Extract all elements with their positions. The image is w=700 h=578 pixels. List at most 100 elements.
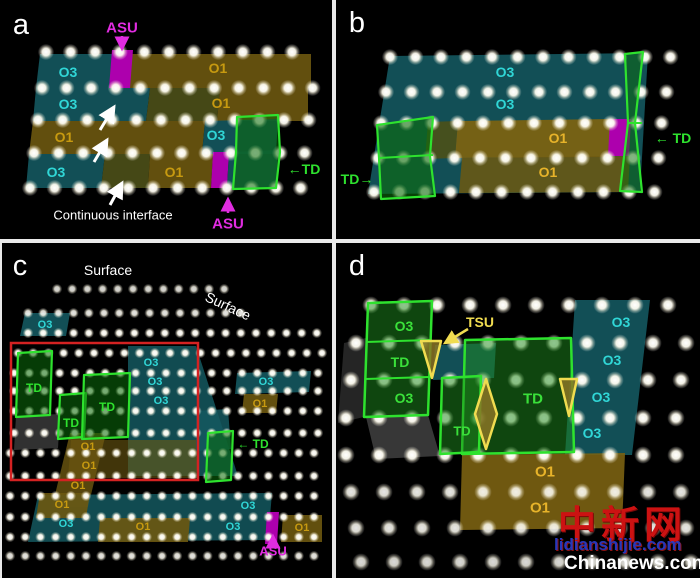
atom-dot (365, 183, 383, 201)
atom-dot (203, 283, 215, 295)
atom-dot (141, 470, 153, 482)
atom-dot (428, 83, 446, 101)
atom-dot (232, 490, 244, 502)
td-pointer-label: TD→ (341, 171, 374, 187)
atom-dot (83, 327, 95, 339)
td-cell (438, 374, 483, 456)
atom-dot (129, 307, 140, 319)
atom-dot (35, 490, 46, 502)
atom-dot (171, 490, 183, 502)
atom-dot (221, 385, 233, 397)
o3-label: O3 (148, 376, 163, 388)
atom-dot (83, 307, 95, 319)
atom-dot (251, 427, 263, 439)
atom-dot (283, 43, 301, 61)
atom-dot (145, 367, 157, 379)
atom-dot (232, 550, 244, 562)
atom-dot (205, 327, 216, 339)
atom-dot (130, 367, 141, 379)
td-label: TD (26, 381, 42, 395)
atom-dot (606, 483, 624, 501)
atom-dot (381, 48, 399, 66)
atom-dot (483, 48, 501, 66)
atom-dot (293, 511, 305, 523)
atom-dot (171, 511, 183, 523)
atom-dot (308, 470, 320, 482)
td-label: TD (523, 391, 543, 408)
panel-letter: b (349, 7, 365, 39)
atom-dot (296, 144, 313, 162)
atom-dot (53, 327, 64, 339)
atom-dot (593, 296, 611, 314)
atom-dot (188, 283, 200, 295)
atom-dot (301, 347, 313, 359)
atom-dot (311, 327, 323, 339)
atom-dot (37, 327, 49, 339)
atom-dot (35, 470, 46, 482)
atom-dot (659, 296, 677, 314)
atom-dot (281, 327, 292, 339)
atom-dot (408, 483, 426, 501)
atom-dot (263, 447, 274, 459)
atom-dot (626, 296, 644, 314)
atom-dot (22, 307, 34, 319)
atom-dot (158, 283, 169, 295)
atom-dot (247, 470, 259, 482)
atom-dot (377, 83, 395, 101)
atom-dot (251, 367, 263, 379)
atom-dot (112, 283, 124, 295)
atom-dot (342, 371, 360, 389)
atom-dot (128, 111, 145, 129)
o3-label: O3 (395, 390, 414, 406)
atom-dot (267, 427, 278, 439)
o3-label: O3 (207, 127, 226, 143)
atom-dot (152, 111, 170, 129)
atom-dot (471, 149, 489, 167)
atom-dot (82, 283, 93, 295)
atom-dot (267, 367, 278, 379)
o1-label: O1 (295, 522, 310, 534)
atom-dot (58, 79, 75, 97)
atom-dot (458, 48, 475, 66)
atom-dot (312, 405, 324, 417)
td-pointer-label: ←TD (288, 161, 321, 177)
atom-dot (667, 446, 685, 464)
atom-dot (493, 183, 510, 201)
atom-dot (279, 79, 297, 97)
atom-dot (507, 483, 525, 501)
o3-label: O3 (612, 314, 631, 330)
atom-dot (235, 327, 247, 339)
atom-dot (202, 511, 213, 523)
atom-dot (479, 519, 497, 537)
atom-dot (87, 43, 104, 61)
tsu-label: TSU (466, 314, 494, 330)
atom-dot (221, 367, 233, 379)
atom-dot (265, 327, 277, 339)
atom-dot (141, 511, 153, 523)
atom-dot (403, 446, 421, 464)
atom-dot (35, 447, 46, 459)
atom-dot (601, 446, 619, 464)
atom-dot (210, 347, 221, 359)
atom-dot (316, 347, 328, 359)
td-cell (204, 429, 235, 484)
atom-dot (189, 327, 201, 339)
atom-dot (35, 511, 46, 523)
atom-dot (278, 490, 289, 502)
td-cell-divider (364, 376, 430, 380)
atom-dot (145, 405, 157, 417)
td-cell (14, 349, 54, 419)
atom-dot (342, 483, 360, 501)
td-cell-divider (365, 339, 431, 343)
atom-dot (611, 519, 629, 537)
atom-dot (634, 409, 652, 427)
atom-dot (95, 511, 107, 523)
tsu-arrow (442, 327, 469, 345)
atom-dot (164, 347, 176, 359)
atom-dot (29, 111, 47, 129)
atom-dot (187, 490, 198, 502)
atom-dot (267, 405, 278, 417)
atom-dot (347, 519, 365, 537)
atom-dot (418, 553, 436, 571)
atom-dot (616, 553, 634, 571)
